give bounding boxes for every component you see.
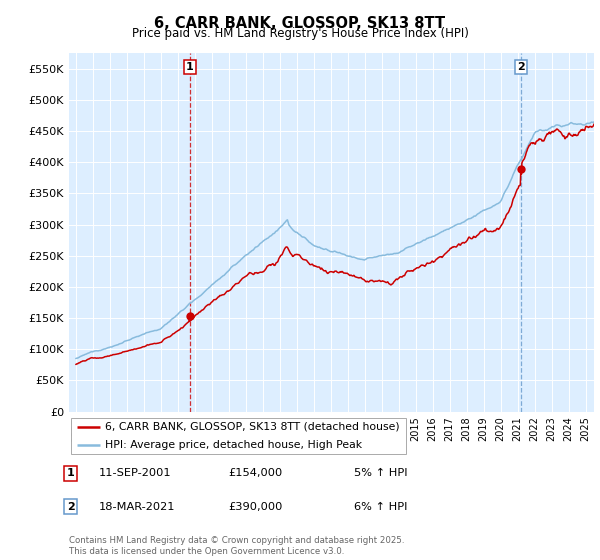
Text: 6, CARR BANK, GLOSSOP, SK13 8TT: 6, CARR BANK, GLOSSOP, SK13 8TT (154, 16, 446, 31)
FancyBboxPatch shape (71, 418, 406, 454)
Text: HPI: Average price, detached house, High Peak: HPI: Average price, detached house, High… (104, 440, 362, 450)
Text: 11-SEP-2001: 11-SEP-2001 (99, 468, 172, 478)
Text: Price paid vs. HM Land Registry's House Price Index (HPI): Price paid vs. HM Land Registry's House … (131, 27, 469, 40)
Text: 18-MAR-2021: 18-MAR-2021 (99, 502, 176, 512)
Text: £390,000: £390,000 (228, 502, 283, 512)
Text: 1: 1 (67, 468, 74, 478)
Text: 6% ↑ HPI: 6% ↑ HPI (354, 502, 407, 512)
Text: 5% ↑ HPI: 5% ↑ HPI (354, 468, 407, 478)
Text: Contains HM Land Registry data © Crown copyright and database right 2025.
This d: Contains HM Land Registry data © Crown c… (69, 536, 404, 556)
Text: 2: 2 (517, 62, 525, 72)
Text: 6, CARR BANK, GLOSSOP, SK13 8TT (detached house): 6, CARR BANK, GLOSSOP, SK13 8TT (detache… (104, 422, 399, 432)
Text: 1: 1 (186, 62, 194, 72)
Text: £154,000: £154,000 (228, 468, 282, 478)
Text: 2: 2 (67, 502, 74, 512)
